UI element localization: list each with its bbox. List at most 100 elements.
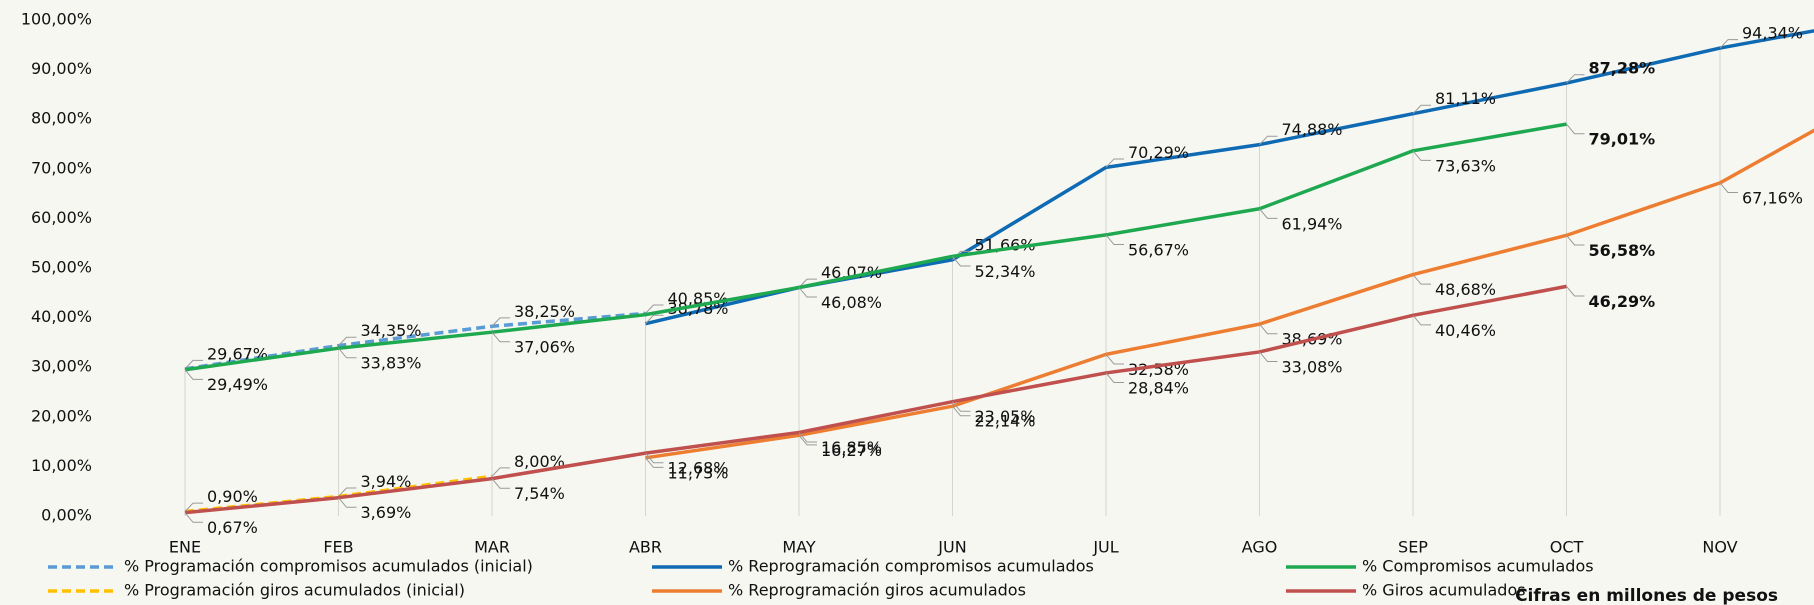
x-tick-label: ENE: [169, 538, 201, 557]
value-label: 70,29%: [1128, 143, 1189, 162]
value-label: 0,90%: [207, 487, 258, 506]
y-tick-label: 100,00%: [21, 10, 92, 29]
value-label: 87,28%: [1589, 59, 1656, 78]
label-leader: [1566, 123, 1585, 135]
x-tick-label: MAY: [782, 538, 816, 557]
x-tick-label: SEP: [1398, 538, 1428, 557]
legend-label: % Reprogramación compromisos acumulados: [728, 557, 1094, 576]
label-leader: [1259, 323, 1278, 335]
y-tick-label: 0,00%: [41, 506, 92, 525]
value-label: 33,08%: [1282, 357, 1343, 376]
label-leader: [1105, 158, 1124, 168]
value-label: 28,84%: [1128, 378, 1189, 397]
value-label: 33,83%: [361, 354, 422, 373]
label-leader: [1719, 39, 1738, 49]
series-line: [184, 284, 1567, 515]
y-tick-label: 30,00%: [31, 357, 92, 376]
value-label: 16,27%: [821, 441, 882, 460]
y-tick-label: 20,00%: [31, 406, 92, 425]
y-tick-label: 80,00%: [31, 109, 92, 128]
x-tick-label: JUN: [937, 538, 966, 557]
y-tick-label: 90,00%: [31, 59, 92, 78]
label-leader: [184, 502, 203, 512]
value-label: 3,69%: [361, 503, 412, 522]
chart-note: Cifras en millones de pesos: [1515, 586, 1778, 605]
label-leader: [184, 512, 203, 523]
label-leader: [1412, 314, 1431, 326]
label-leader: [798, 432, 817, 443]
label-leader: [338, 347, 357, 359]
value-label: 8,00%: [514, 452, 565, 471]
legend-label: % Reprogramación giros acumulados: [728, 581, 1026, 600]
label-leader: [491, 467, 510, 477]
value-label: 48,68%: [1435, 280, 1496, 299]
legend-label: % Programación compromisos acumulados (i…: [124, 557, 533, 576]
value-label: 73,63%: [1435, 156, 1496, 175]
value-label: 52,34%: [975, 262, 1036, 281]
value-label: 46,08%: [821, 293, 882, 312]
label-leader: [1105, 234, 1124, 246]
label-leader: [1719, 182, 1738, 193]
label-leader: [1566, 286, 1585, 297]
y-tick-label: 60,00%: [31, 208, 92, 227]
x-tick-label: OCT: [1550, 538, 1584, 557]
label-leader: [184, 359, 203, 370]
value-label: 56,67%: [1128, 240, 1189, 259]
label-leader: [798, 287, 817, 298]
y-tick-label: 10,00%: [31, 456, 92, 475]
label-leader: [645, 452, 664, 464]
value-label: 22,14%: [975, 412, 1036, 431]
x-tick-label: JUL: [1092, 538, 1118, 557]
value-label: 12,68%: [668, 459, 729, 478]
label-leader: [952, 256, 971, 267]
value-label: 23,05%: [975, 407, 1036, 426]
value-label: 3,94%: [361, 472, 412, 491]
label-leader: [798, 434, 817, 446]
x-tick-label: NOV: [1702, 538, 1737, 557]
y-tick-label: 70,00%: [31, 158, 92, 177]
value-label: 81,11%: [1435, 89, 1496, 108]
value-label: 56,58%: [1589, 241, 1656, 260]
value-label: 7,54%: [514, 484, 565, 503]
value-label: 46,07%: [821, 263, 882, 282]
label-leader: [952, 405, 971, 417]
label-leader: [645, 314, 664, 324]
label-leader: [1566, 74, 1585, 84]
legend-label: % Giros acumulados: [1362, 581, 1526, 600]
legend-label: % Compromisos acumulados: [1362, 557, 1594, 576]
y-tick-label: 50,00%: [31, 258, 92, 277]
label-leader: [1259, 135, 1278, 145]
value-label: 37,06%: [514, 338, 575, 357]
label-leader: [1259, 351, 1278, 363]
label-leader: [952, 401, 971, 412]
label-leader: [491, 317, 510, 327]
x-tick-label: MAR: [474, 538, 510, 557]
value-label: 38,25%: [514, 302, 575, 321]
label-leader: [798, 278, 817, 288]
x-tick-label: FEB: [323, 538, 353, 557]
label-leader: [1412, 274, 1431, 285]
label-leader: [645, 457, 664, 468]
label-leader: [1412, 150, 1431, 161]
value-label: 46,29%: [1589, 292, 1656, 311]
label-leader: [1105, 372, 1124, 384]
label-leader: [1412, 104, 1431, 115]
label-leader: [338, 497, 357, 508]
label-leader: [338, 487, 357, 497]
x-tick-label: ABR: [629, 538, 662, 557]
label-leader: [338, 336, 357, 346]
value-label: 34,35%: [361, 321, 422, 340]
legend-label: % Programación giros acumulados (inicial…: [124, 581, 465, 600]
x-tick-label: AGO: [1242, 538, 1278, 557]
value-label: 29,49%: [207, 375, 268, 394]
series-line: [184, 122, 1567, 372]
value-label: 61,94%: [1282, 214, 1343, 233]
value-label: 94,34%: [1742, 24, 1803, 43]
label-leader: [1566, 235, 1585, 246]
label-leader: [491, 331, 510, 343]
label-leader: [491, 478, 510, 489]
label-leader: [184, 369, 203, 380]
label-leader: [1259, 208, 1278, 219]
label-leader: [645, 304, 664, 314]
